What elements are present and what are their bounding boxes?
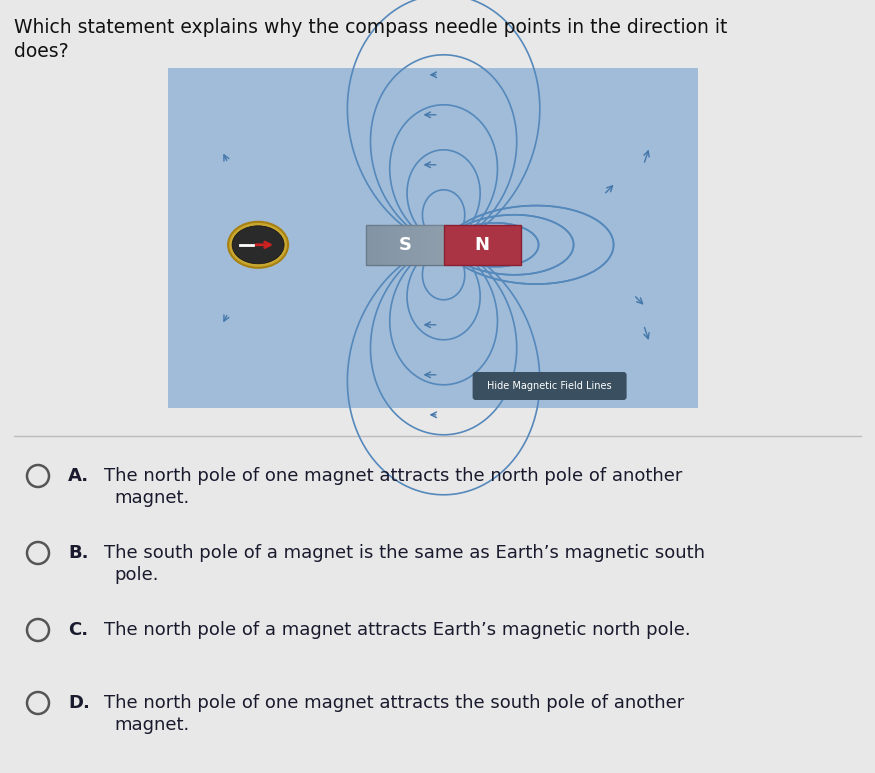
Text: D.: D. bbox=[68, 694, 90, 712]
Text: magnet.: magnet. bbox=[114, 716, 189, 734]
Bar bbox=[413, 225, 420, 265]
Text: N: N bbox=[475, 236, 490, 254]
Bar bbox=[366, 225, 374, 265]
Text: magnet.: magnet. bbox=[114, 489, 189, 507]
Ellipse shape bbox=[228, 222, 288, 267]
Text: B.: B. bbox=[68, 544, 88, 562]
Bar bbox=[420, 225, 428, 265]
Bar bbox=[428, 225, 436, 265]
Text: The north pole of a magnet attracts Earth’s magnetic north pole.: The north pole of a magnet attracts Eart… bbox=[104, 621, 690, 639]
Bar bbox=[444, 225, 522, 265]
Bar bbox=[436, 225, 444, 265]
FancyBboxPatch shape bbox=[473, 372, 626, 400]
Bar bbox=[366, 225, 444, 265]
Text: pole.: pole. bbox=[114, 566, 158, 584]
Bar bbox=[382, 225, 389, 265]
Ellipse shape bbox=[232, 226, 284, 264]
Text: A.: A. bbox=[68, 467, 89, 485]
Text: Which statement explains why the compass needle points in the direction it: Which statement explains why the compass… bbox=[14, 18, 727, 37]
Bar bbox=[397, 225, 405, 265]
Text: C.: C. bbox=[68, 621, 88, 639]
Bar bbox=[168, 68, 698, 408]
Bar bbox=[389, 225, 397, 265]
Text: The north pole of one magnet attracts the north pole of another: The north pole of one magnet attracts th… bbox=[104, 467, 682, 485]
Text: The north pole of one magnet attracts the south pole of another: The north pole of one magnet attracts th… bbox=[104, 694, 684, 712]
Bar bbox=[374, 225, 382, 265]
Bar bbox=[405, 225, 413, 265]
Text: The south pole of a magnet is the same as Earth’s magnetic south: The south pole of a magnet is the same a… bbox=[104, 544, 705, 562]
Text: S: S bbox=[398, 236, 411, 254]
Text: Hide Magnetic Field Lines: Hide Magnetic Field Lines bbox=[487, 381, 612, 391]
Text: does?: does? bbox=[14, 42, 68, 61]
